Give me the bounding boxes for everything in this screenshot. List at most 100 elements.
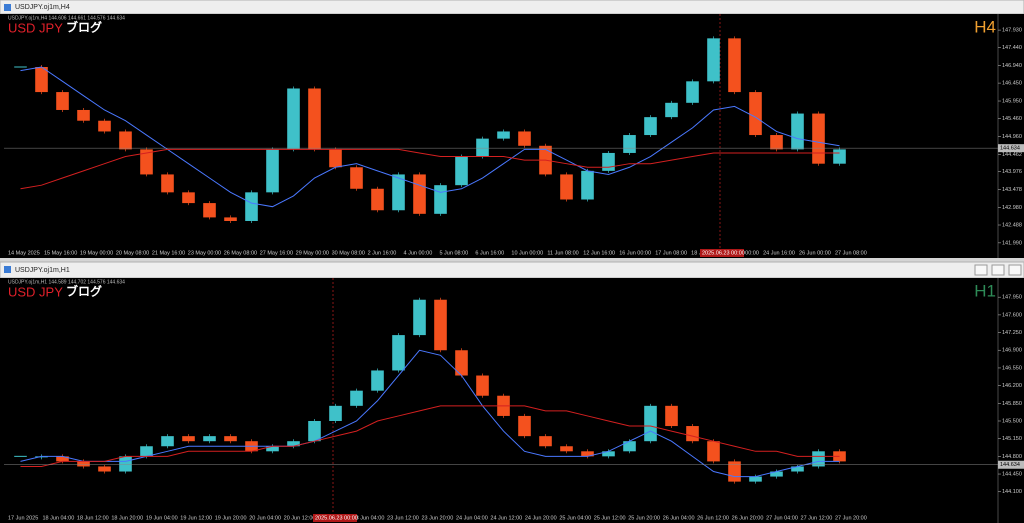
candle <box>98 120 111 132</box>
x-tick-label: 23 Jun 20:00 <box>422 515 454 521</box>
candle <box>644 405 657 442</box>
candle <box>833 149 846 164</box>
candle <box>392 335 405 371</box>
window-title-bar <box>0 0 1024 15</box>
x-tick-label: 30 May 08:00 <box>332 250 365 256</box>
x-tick-label: 26 May 08:00 <box>224 250 257 256</box>
x-tick-label: 24 Jun 20:00 <box>525 515 557 521</box>
y-tick-label: 147.930 <box>1002 28 1022 34</box>
x-tick-label: 26 Jun 20:00 <box>732 515 764 521</box>
candle <box>602 152 615 171</box>
x-tick-label: 17 Jun 2025 <box>8 515 38 521</box>
chart-background <box>0 278 1024 523</box>
candle <box>140 446 153 457</box>
window-button[interactable] <box>974 264 988 276</box>
x-tick-label: 17 Jun 08:00 <box>655 250 687 256</box>
y-tick-label: 142.980 <box>1002 205 1022 211</box>
candle <box>77 109 90 121</box>
current-price-label: 144.634 <box>1000 146 1020 152</box>
candle <box>476 375 489 396</box>
candle <box>581 451 594 457</box>
crosshair-label-box <box>700 249 744 257</box>
candle <box>539 436 552 447</box>
crosshair-label: 2025.06.23 00:00 <box>315 515 358 521</box>
candle <box>749 92 762 136</box>
candle <box>182 192 195 204</box>
y-tick-label: 144.100 <box>1002 489 1022 495</box>
candle <box>140 149 153 175</box>
y-tick-label: 146.550 <box>1002 365 1022 371</box>
y-tick-label: 144.800 <box>1002 454 1022 460</box>
x-tick-label: 25 Jun 20:00 <box>628 515 660 521</box>
candle <box>728 461 741 482</box>
x-tick-label: 20 Jun 04:00 <box>249 515 281 521</box>
chart-title: USD JPY <box>8 284 63 299</box>
candle <box>434 185 447 214</box>
x-tick-label: 10 Jun 00:00 <box>511 250 543 256</box>
y-tick-label: 145.460 <box>1002 116 1022 122</box>
window-title: USDJPY.oj1m,H4 <box>15 4 70 11</box>
candle <box>161 174 174 193</box>
candle <box>623 135 636 153</box>
x-tick-label: 24 Jun 16:00 <box>763 250 795 256</box>
window-button[interactable] <box>991 264 1005 276</box>
x-tick-label: 20 Jun 12:00 <box>284 515 316 521</box>
y-tick-label: 147.250 <box>1002 330 1022 336</box>
x-tick-label: 23 Jun 04:00 <box>353 515 385 521</box>
candle <box>56 456 69 462</box>
x-tick-label: 25 Jun 12:00 <box>594 515 626 521</box>
y-tick-label: 145.850 <box>1002 401 1022 407</box>
y-tick-label: 144.450 <box>1002 471 1022 477</box>
candle <box>350 167 363 189</box>
candle <box>287 88 300 150</box>
current-price-box <box>998 144 1024 153</box>
x-tick-label: 21 May 16:00 <box>152 250 185 256</box>
x-tick-label: 5 Jun 08:00 <box>439 250 468 256</box>
x-tick-label: 4 Jun 00:00 <box>404 250 433 256</box>
candle <box>665 102 678 118</box>
candle <box>812 113 825 164</box>
x-tick-label: 23 Jun 12:00 <box>387 515 419 521</box>
candle <box>14 66 27 68</box>
window-title: USDJPY.oj1m,H1 <box>15 267 70 274</box>
candle <box>77 461 90 467</box>
x-tick-label: 19 Jun 04:00 <box>146 515 178 521</box>
candle <box>518 415 531 437</box>
y-tick-label: 145.150 <box>1002 436 1022 442</box>
x-tick-label: 19 Jun 20:00 <box>215 515 247 521</box>
candle <box>35 67 48 93</box>
candle <box>560 174 573 200</box>
candle <box>434 299 447 351</box>
candle <box>602 451 615 457</box>
x-tick-label: 19 Jun 12:00 <box>180 515 212 521</box>
x-tick-label: 14 May 2025 <box>8 250 40 256</box>
candle <box>224 217 237 221</box>
chart-subtitle: ブログ <box>66 284 102 299</box>
candle <box>770 135 783 150</box>
y-tick-label: 146.940 <box>1002 63 1022 69</box>
candle <box>413 299 426 336</box>
moving-average <box>20 405 840 467</box>
candle <box>791 113 804 150</box>
candle <box>581 170 594 200</box>
x-tick-label: 26 Jun 04:00 <box>663 515 695 521</box>
window-button[interactable] <box>1008 264 1022 276</box>
timeframe-label: H1 <box>974 281 996 300</box>
x-tick-label: 24 Jun 12:00 <box>490 515 522 521</box>
crosshair-label-box <box>313 514 357 522</box>
candle <box>266 446 279 452</box>
window-icon <box>4 4 11 11</box>
candle <box>518 131 531 146</box>
moving-average <box>20 66 840 208</box>
candle <box>770 471 783 477</box>
candle <box>119 456 132 472</box>
x-tick-label: 26 Jun 12:00 <box>697 515 729 521</box>
y-tick-label: 145.950 <box>1002 98 1022 104</box>
current-price-box <box>998 460 1024 469</box>
candle <box>791 466 804 472</box>
y-tick-label: 145.500 <box>1002 418 1022 424</box>
x-tick-label: 18 Jun 04:00 <box>42 515 74 521</box>
candle <box>203 436 216 442</box>
